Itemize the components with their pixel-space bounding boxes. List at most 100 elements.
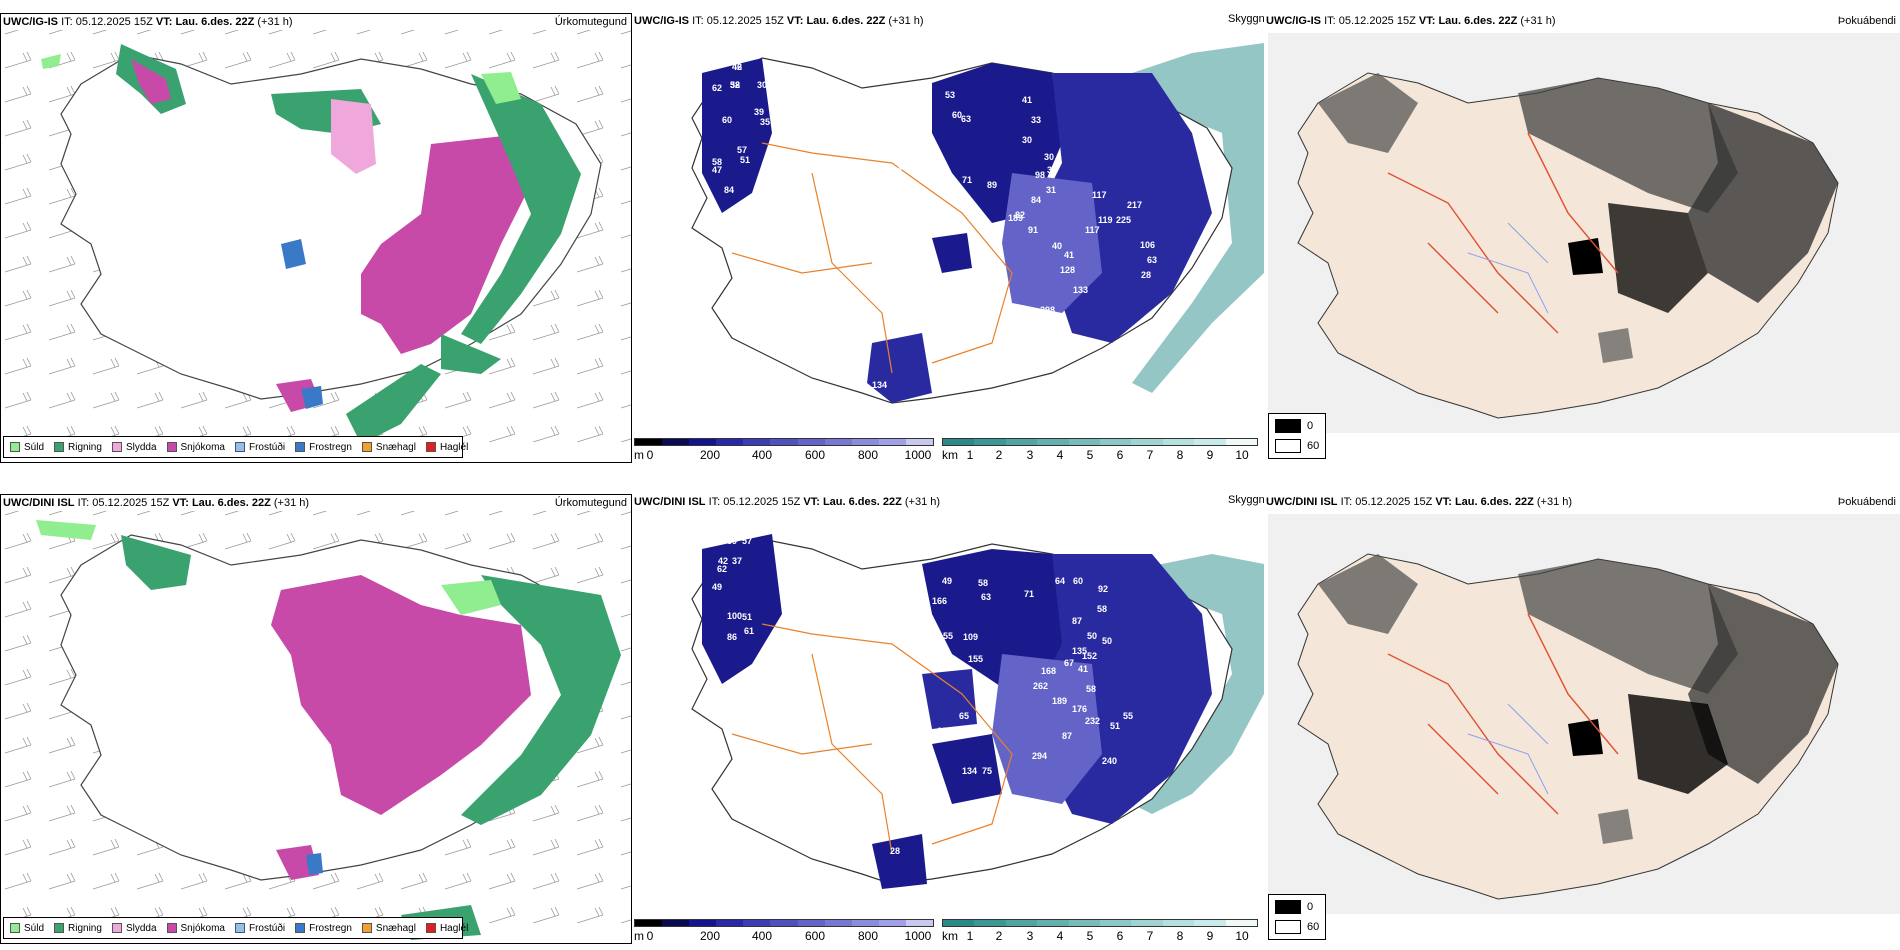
legend-label: Súld [24, 922, 45, 934]
colorbar-segment [974, 920, 1006, 926]
visibility-value-label: 98 [1035, 170, 1045, 180]
colorbar-segment [878, 439, 906, 445]
visibility-value-label: 166 [932, 596, 947, 606]
colorbar-unit: km [942, 448, 958, 462]
colorbar-tick: 5 [1086, 448, 1094, 462]
panel-header: UWC/DINI ISL IT: 05.12.2025 15Z VT: Lau.… [1264, 494, 1900, 510]
colorbar-segment [1225, 439, 1258, 445]
it-label: IT: [1340, 496, 1353, 508]
visibility-value-label: 71 [762, 205, 772, 215]
vt-value: Lau. 6.des. 22Z [1454, 496, 1534, 508]
legend-label: Snæhagl [375, 922, 416, 934]
visibility-value-label: 55 [943, 631, 953, 641]
legend-item: Slydda [111, 923, 157, 934]
model-name: UWC/IG-IS [1266, 15, 1321, 27]
panel-header: UWC/DINI ISL IT: 05.12.2025 15Z VT: Lau.… [632, 494, 1264, 510]
visibility-value-label: 92 [1098, 584, 1108, 594]
visibility-value-label: 88 [922, 626, 932, 636]
fog-legend-label: 0 [1307, 901, 1314, 913]
panel-param-label: Þokuábendi [1837, 15, 1896, 27]
colorbar-unit: m [634, 448, 644, 462]
colorbar-tick: 4 [1056, 929, 1064, 943]
visibility-value-label: 49 [712, 582, 722, 592]
colorbar-tick: 9 [1206, 448, 1214, 462]
visibility-value-label: 152 [1082, 651, 1097, 661]
visibility-value-label: 65 [959, 711, 969, 721]
legend-item: Snjókoma [166, 441, 225, 453]
visibility-value-label: 63 [961, 114, 971, 124]
legend-swatch [234, 923, 245, 933]
colorbar-km: km 1 2 3 4 5 6 7 8 9 10 [942, 919, 1258, 943]
visibility-value-label: 35 [760, 117, 770, 127]
legend-item: Frostregn [295, 442, 352, 453]
colorbar-segment [824, 439, 852, 445]
legend-item: Haglél [425, 441, 469, 453]
visibility-value-label: 84 [724, 185, 734, 195]
visibility-value-label: 52 [892, 166, 902, 176]
colorbar-segment [1162, 920, 1195, 926]
visibility-value-label: 62 [894, 185, 904, 195]
visibility-value-label: 117 [1092, 190, 1107, 200]
legend-item: Rigning [54, 442, 102, 453]
legend-item: Súld [10, 442, 44, 453]
colorbar-tick: 600 [804, 929, 826, 943]
visibility-value-label: 168 [1041, 666, 1056, 676]
visibility-value-label: 57 [848, 365, 858, 375]
legend-label: Frostúði [248, 922, 286, 934]
colorbar-segment [797, 920, 825, 926]
visibility-value-label: 41 [1078, 664, 1088, 674]
colorbar-tick: 1 [966, 929, 974, 943]
visibility-param-label: Skyggni [1228, 13, 1264, 25]
legend-swatch [10, 923, 20, 933]
visibility-value-label: 117 [1085, 225, 1100, 235]
visibility-value-label: 133 [1073, 285, 1088, 295]
visibility-value-label: 135 [1072, 646, 1087, 656]
panel-header: UWC/IG-IS IT: 05.12.2025 15Z VT: Lau. 6.… [1, 14, 631, 30]
visibility-value-label: 51 [1110, 721, 1120, 731]
legend-label: Snjókoma [180, 922, 225, 934]
panel-param-label: Þokuábendi [1837, 496, 1896, 508]
visibility-value-label: 119 [1098, 215, 1113, 225]
colorbar-tick: 200 [699, 448, 721, 462]
lead-time: (+31 h) [273, 497, 310, 509]
legend-label: Haglél [439, 441, 469, 453]
colorbar-segment [824, 920, 852, 926]
colorbar-tick: 0 [646, 929, 654, 943]
colorbar-segment [797, 439, 825, 445]
legend-swatch [425, 442, 436, 452]
it-label: IT: [1324, 15, 1336, 27]
colorbar-tick: 4 [1056, 448, 1064, 462]
visibility-value-label: 60 [952, 110, 962, 120]
vt-label: VT: [1435, 496, 1452, 508]
fog-legend-label: 60 [1307, 440, 1320, 452]
colorbar-segment [716, 920, 744, 926]
visibility-value-label: 71 [962, 175, 972, 185]
visibility-value-label: 38 [730, 80, 740, 90]
it-value: 05.12.2025 15Z [92, 497, 170, 509]
colorbar-segment [905, 920, 934, 926]
colorbar-unit: m [634, 929, 644, 943]
visibility-value-label: 67 [1064, 658, 1074, 668]
visibility-value-label: 68 [915, 816, 925, 826]
vt-value: Lau. 6.des. 22Z [822, 496, 902, 508]
colorbar-tick: 1 [966, 448, 974, 462]
lead-time: (+31 h) [904, 496, 941, 508]
panel-param-label: Úrkomutegund [554, 497, 627, 509]
visibility-value-label: 91 [1028, 225, 1038, 235]
visibility-value-label: 63 [1147, 255, 1157, 265]
visibility-value-label: 225 [1116, 215, 1131, 225]
legend-item: Snæhagl [361, 442, 416, 453]
visibility-value-label: 62 [937, 726, 947, 736]
lead-time: (+31 h) [1536, 496, 1573, 508]
vt-value: Lau. 6.des. 22Z [1438, 15, 1518, 27]
colorbar-segment [1194, 920, 1226, 926]
colorbar-tick: 3 [1026, 448, 1034, 462]
colorbar-segment [851, 920, 879, 926]
visibility-panel-top: UWC/IG-IS IT: 05.12.2025 15Z VT: Lau. 6.… [632, 13, 1264, 463]
legend-label: Snjókoma [180, 441, 225, 453]
precip-legend: Súld Rigning Slydda Snjókoma Frostúði Frostre… [3, 917, 468, 939]
visibility-value-label: 41 [1064, 250, 1074, 260]
visibility-value-label: 62 [712, 83, 722, 93]
